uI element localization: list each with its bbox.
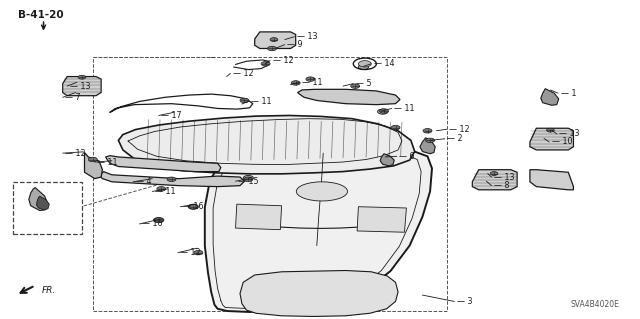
Text: FR.: FR. xyxy=(42,286,56,295)
Text: — 14: — 14 xyxy=(374,59,394,68)
Text: — 7: — 7 xyxy=(65,93,81,102)
Text: — 1: — 1 xyxy=(561,89,576,98)
Text: — 11: — 11 xyxy=(394,104,415,113)
Circle shape xyxy=(358,61,371,67)
Text: — 10: — 10 xyxy=(552,137,572,146)
Circle shape xyxy=(270,38,278,41)
Circle shape xyxy=(167,177,176,182)
Text: — 5: — 5 xyxy=(356,79,371,88)
Text: — 11: — 11 xyxy=(97,158,118,167)
Polygon shape xyxy=(36,196,49,210)
Text: — 13: — 13 xyxy=(297,32,317,41)
Circle shape xyxy=(240,98,249,103)
Circle shape xyxy=(547,128,554,132)
Text: — 9: — 9 xyxy=(287,40,303,49)
Text: — 13: — 13 xyxy=(494,173,515,182)
Polygon shape xyxy=(118,115,415,174)
Circle shape xyxy=(157,187,166,191)
Circle shape xyxy=(291,81,300,85)
Polygon shape xyxy=(63,77,101,96)
Text: — 8: — 8 xyxy=(494,181,509,190)
Circle shape xyxy=(88,157,97,162)
Polygon shape xyxy=(298,89,400,105)
Circle shape xyxy=(426,138,435,143)
Ellipse shape xyxy=(296,182,348,201)
Circle shape xyxy=(243,175,253,181)
Polygon shape xyxy=(530,128,573,150)
Circle shape xyxy=(154,218,164,223)
Polygon shape xyxy=(205,144,432,312)
Circle shape xyxy=(378,109,388,114)
Text: — 13: — 13 xyxy=(559,130,580,138)
Circle shape xyxy=(423,129,432,133)
Text: SVA4B4020E: SVA4B4020E xyxy=(571,300,620,309)
Polygon shape xyxy=(255,32,296,48)
Polygon shape xyxy=(29,188,47,211)
Circle shape xyxy=(188,204,198,209)
Polygon shape xyxy=(236,204,282,230)
Polygon shape xyxy=(420,138,435,154)
Polygon shape xyxy=(99,172,244,187)
Polygon shape xyxy=(380,154,394,166)
Text: — 11: — 11 xyxy=(251,97,271,106)
Text: — 12: — 12 xyxy=(65,149,86,158)
Text: — 12: — 12 xyxy=(233,69,253,78)
Polygon shape xyxy=(472,170,517,190)
Circle shape xyxy=(194,250,203,255)
Text: — 17: — 17 xyxy=(161,111,182,120)
Text: — 12: — 12 xyxy=(273,56,293,65)
Circle shape xyxy=(268,46,276,51)
Circle shape xyxy=(154,218,163,222)
Circle shape xyxy=(380,109,388,113)
Polygon shape xyxy=(84,152,102,179)
Circle shape xyxy=(78,75,86,79)
Circle shape xyxy=(358,64,369,70)
Circle shape xyxy=(189,204,198,209)
Text: — 6: — 6 xyxy=(399,152,415,161)
Circle shape xyxy=(490,172,498,175)
Text: — 4: — 4 xyxy=(136,177,151,186)
Text: — 3: — 3 xyxy=(457,297,472,306)
Text: — 16: — 16 xyxy=(183,202,204,211)
Circle shape xyxy=(244,177,253,182)
Text: — 11: — 11 xyxy=(302,78,323,87)
Circle shape xyxy=(261,62,270,66)
Text: — 12: — 12 xyxy=(449,125,470,134)
Text: — 12: — 12 xyxy=(180,248,201,257)
FancyBboxPatch shape xyxy=(13,182,82,234)
Circle shape xyxy=(391,125,400,130)
Circle shape xyxy=(351,84,360,88)
Text: — 16: — 16 xyxy=(142,219,163,228)
Text: — 11: — 11 xyxy=(155,187,175,196)
Polygon shape xyxy=(357,207,406,232)
Polygon shape xyxy=(106,156,221,172)
Polygon shape xyxy=(541,89,559,105)
Circle shape xyxy=(306,77,315,81)
Polygon shape xyxy=(240,271,398,316)
Text: — 15: — 15 xyxy=(238,177,259,186)
Polygon shape xyxy=(530,170,573,190)
Text: B-41-20: B-41-20 xyxy=(18,10,63,20)
Text: — 13: — 13 xyxy=(70,82,90,91)
Text: — 2: — 2 xyxy=(447,134,463,143)
